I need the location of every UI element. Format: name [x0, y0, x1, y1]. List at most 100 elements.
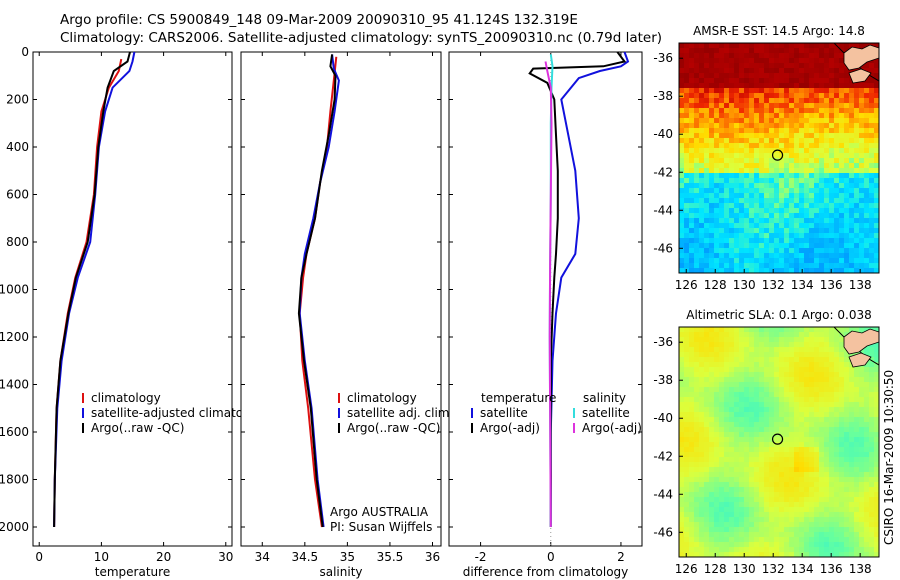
map-cell	[739, 43, 745, 49]
map-cell	[844, 213, 850, 219]
map-cell	[779, 243, 785, 249]
map-cell	[814, 377, 820, 383]
map-cell	[809, 43, 815, 49]
map-cell	[739, 133, 745, 139]
map-cell	[729, 542, 735, 548]
map-cell	[679, 512, 685, 518]
map-cell	[814, 497, 820, 503]
map-cell	[679, 258, 685, 264]
map-cell	[844, 228, 850, 234]
map-cell	[759, 183, 765, 189]
map-cell	[704, 542, 710, 548]
map-cell	[734, 542, 740, 548]
map-cell	[734, 377, 740, 383]
map-cell	[719, 357, 725, 363]
map-cell	[734, 118, 740, 124]
map-cell	[739, 213, 745, 219]
map-cell	[759, 198, 765, 204]
map-cell	[764, 457, 770, 463]
map-cell	[699, 78, 705, 84]
map-cell	[774, 183, 780, 189]
map-cell	[714, 58, 720, 64]
map-cell	[854, 143, 860, 149]
map-cell	[749, 327, 755, 333]
map-cell	[839, 63, 845, 69]
map-cell	[789, 442, 795, 448]
map-cell	[764, 93, 770, 99]
map-cell	[799, 452, 805, 458]
map-cell	[729, 263, 735, 269]
map-cell	[864, 203, 870, 209]
map-cell	[694, 248, 700, 254]
map-cell	[729, 517, 735, 523]
map-cell	[789, 362, 795, 368]
map-cell	[739, 392, 745, 398]
map-cell	[694, 168, 700, 174]
map-cell	[814, 352, 820, 358]
map-cell	[874, 98, 879, 104]
map-cell	[744, 377, 750, 383]
map-cell	[729, 98, 735, 104]
map-cell	[729, 118, 735, 124]
map-cell	[844, 552, 850, 557]
map-cell	[819, 387, 825, 393]
map-cell	[814, 357, 820, 363]
map-cell	[804, 472, 810, 478]
map-cell	[784, 258, 790, 264]
map-cell	[764, 327, 770, 333]
map-cell	[874, 352, 879, 358]
map-cell	[829, 337, 835, 343]
map-cell	[849, 532, 855, 538]
map-cell	[829, 502, 835, 508]
map-cell	[804, 173, 810, 179]
map-cell	[774, 462, 780, 468]
map-cell	[804, 238, 810, 244]
map-cell	[769, 382, 775, 388]
map-cell	[684, 547, 690, 553]
map-cell	[824, 482, 830, 488]
map-cell	[829, 437, 835, 443]
y-tick-label: 1000	[0, 283, 29, 297]
map-cell	[834, 512, 840, 518]
map-cell	[744, 367, 750, 373]
map-cell	[869, 437, 875, 443]
map-cell	[714, 372, 720, 378]
map-cell	[834, 457, 840, 463]
map-cell	[689, 73, 695, 79]
map-cell	[694, 462, 700, 468]
map-cell	[849, 367, 855, 373]
map-cell	[784, 188, 790, 194]
map-cell	[789, 467, 795, 473]
map-cell	[754, 218, 760, 224]
map-cell	[799, 168, 805, 174]
map-cell	[824, 163, 830, 169]
map-cell	[829, 522, 835, 528]
map-cell	[709, 367, 715, 373]
map-cell	[784, 367, 790, 373]
map-cell	[739, 63, 745, 69]
map-cell	[839, 73, 845, 79]
map-cell	[794, 372, 800, 378]
y-tick-label: 1200	[0, 330, 29, 344]
map-cell	[749, 208, 755, 214]
map-cell	[874, 118, 879, 124]
map-cell	[779, 173, 785, 179]
map-cell	[754, 527, 760, 533]
map-cell	[704, 248, 710, 254]
map-cell	[724, 547, 730, 553]
map-cell	[714, 68, 720, 74]
map-cell	[679, 43, 685, 49]
map-cell	[799, 98, 805, 104]
map-cell	[754, 427, 760, 433]
map-cell	[844, 148, 850, 154]
map-cell	[849, 447, 855, 453]
map-cell	[769, 482, 775, 488]
map-cell	[749, 417, 755, 423]
map-cell	[699, 138, 705, 144]
map-cell	[839, 53, 845, 59]
map-cell	[859, 542, 865, 548]
map-cell	[684, 63, 690, 69]
map-cell	[684, 392, 690, 398]
map-cell	[784, 78, 790, 84]
map-cell	[684, 143, 690, 149]
